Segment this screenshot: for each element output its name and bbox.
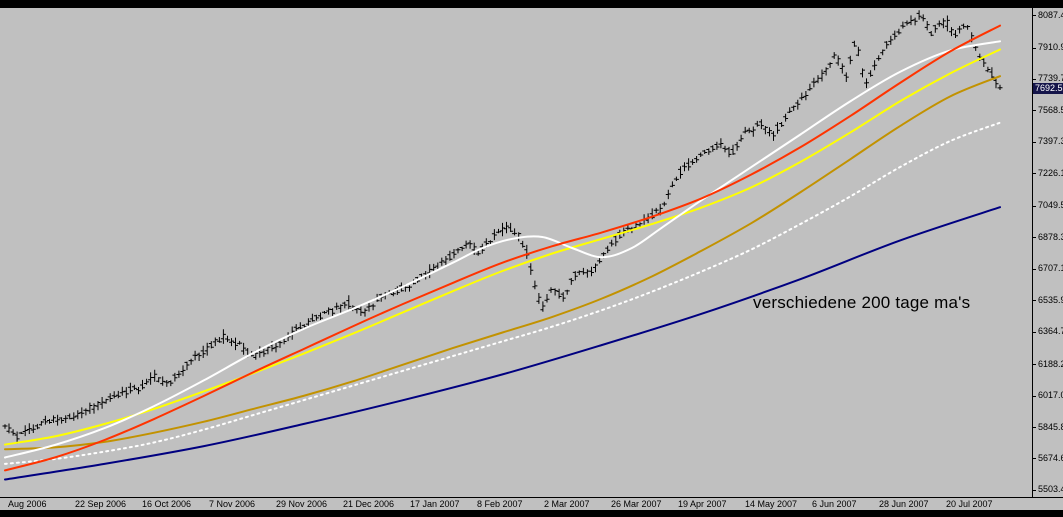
time-axis-label: 2 Mar 2007 — [544, 499, 590, 509]
time-axis-label: 26 Mar 2007 — [611, 499, 662, 509]
price-axis-label: 8087.45 — [1038, 9, 1063, 20]
price-axis-tick — [1033, 364, 1036, 366]
time-axis-label: 14 May 2007 — [745, 499, 798, 509]
price-axis-tick — [1033, 395, 1036, 397]
price-axis-tick — [1033, 110, 1036, 112]
price-axis-tick — [1033, 489, 1036, 491]
time-axis-label: Aug 2006 — [8, 499, 47, 509]
price-axis-tick — [1033, 47, 1036, 49]
time-axis-label: 28 Jun 2007 — [879, 499, 929, 509]
price-bars — [2, 10, 1003, 444]
200d-ma-yellow — [4, 48, 1001, 446]
price-chart-canvas[interactable] — [0, 8, 1032, 497]
price-axis-tick — [1033, 268, 1036, 270]
price-axis-label: 5503.40 — [1038, 484, 1063, 495]
price-axis-tick — [1033, 15, 1036, 17]
time-axis-label: 21 Dec 2006 — [343, 499, 395, 509]
chart-annotation: verschiedene 200 tage ma's — [753, 293, 971, 312]
price-axis-label: 7910.90 — [1038, 42, 1063, 53]
time-axis-label: 8 Feb 2007 — [477, 499, 523, 509]
window-frame-top — [0, 0, 1063, 8]
current-price-badge: 7692.53 — [1033, 82, 1063, 94]
price-axis-tick — [1033, 458, 1036, 460]
price-axis-label: 6017.00 — [1038, 390, 1063, 401]
200d-ma-darkgold — [4, 75, 1001, 451]
time-axis-label: 19 Apr 2007 — [678, 499, 727, 509]
time-axis-label: 17 Jan 2007 — [410, 499, 460, 509]
price-axis[interactable]: 8087.45 7910.90 7739.70 7568.50 7397.30 7226.… — [1032, 8, 1063, 497]
price-axis-label: 6707.15 — [1038, 263, 1063, 274]
time-axis-label: 7 Nov 2006 — [209, 499, 256, 509]
price-axis-tick — [1033, 331, 1036, 333]
price-axis-label: 7739.70 — [1038, 73, 1063, 84]
200d-ma-white-solid — [4, 40, 1001, 459]
price-axis-label: 5674.60 — [1038, 452, 1063, 463]
time-axis-label: 6 Jun 2007 — [812, 499, 857, 509]
200d-ma-navy — [4, 206, 1001, 481]
price-axis-tick — [1033, 237, 1036, 239]
time-axis-label: 29 Nov 2006 — [276, 499, 328, 509]
time-axis-label: 16 Oct 2006 — [142, 499, 192, 509]
price-axis-label: 7049.55 — [1038, 200, 1063, 211]
200d-ma-red — [4, 24, 1001, 472]
price-axis-label: 7226.10 — [1038, 167, 1063, 178]
200d-ma-white-dotted — [4, 121, 1001, 465]
price-axis-tick — [1033, 205, 1036, 207]
price-axis-label: 7397.30 — [1038, 136, 1063, 147]
price-axis-label: 6188.20 — [1038, 358, 1063, 369]
price-axis-label: 6364.75 — [1038, 326, 1063, 337]
price-axis-tick — [1033, 173, 1036, 175]
window-frame-bottom — [0, 510, 1063, 517]
price-axis-tick — [1033, 141, 1036, 143]
price-axis-label: 5845.80 — [1038, 421, 1063, 432]
time-axis-label: 22 Sep 2006 — [75, 499, 127, 509]
price-axis-tick — [1033, 78, 1036, 80]
price-axis-label: 6535.95 — [1038, 294, 1063, 305]
time-axis-label: 20 Jul 2007 — [946, 499, 993, 509]
price-axis-label: 6878.35 — [1038, 231, 1063, 242]
price-axis-label: 7568.50 — [1038, 104, 1063, 115]
time-axis[interactable]: Aug 2006 22 Sep 2006 16 Oct 2006 7 Nov 2006… — [0, 497, 1063, 511]
price-axis-tick — [1033, 300, 1036, 302]
price-axis-tick — [1033, 427, 1036, 429]
